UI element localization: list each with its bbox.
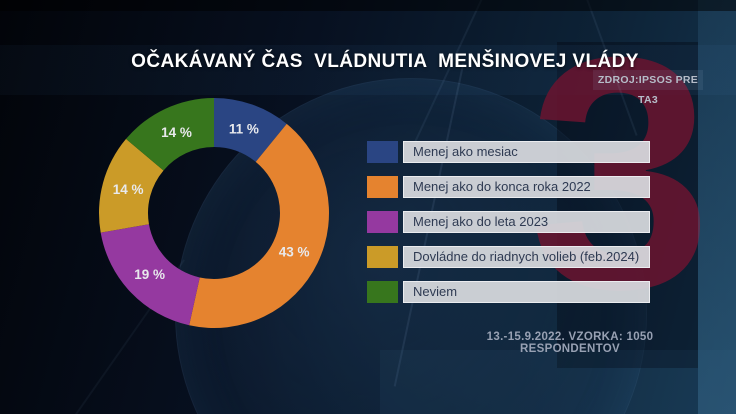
source-badge: ZDROJ:IPSOS PRE TA3 [593, 70, 703, 106]
page-title: OČAKÁVANÝ ČAS VLÁDNUTIA MENŠINOVEJ VLÁDY [131, 51, 639, 72]
legend-swatch [367, 141, 398, 163]
donut-value-label: 14 % [161, 125, 192, 140]
bottom-glow [380, 350, 736, 414]
right-edge-panel [698, 0, 736, 414]
legend-swatch [367, 211, 398, 233]
top-black-bar [0, 0, 736, 11]
donut-segment-3 [100, 224, 200, 326]
legend-item-2: Menej ako do konca roka 2022 [367, 176, 650, 198]
legend-label: Dovládne do riadnych volieb (feb.2024) [403, 246, 650, 268]
donut-svg: 11 % 43 % 19 % 14 % 14 % [99, 98, 329, 328]
donut-value-label: 43 % [279, 244, 310, 259]
logo-backdrop-panel [557, 42, 698, 368]
legend-label: Menej ako do konca roka 2022 [403, 176, 650, 198]
legend-swatch [367, 281, 398, 303]
donut-value-label: 11 % [229, 122, 259, 137]
legend-swatch [367, 246, 398, 268]
donut-segment-1 [214, 98, 287, 162]
legend-swatch [367, 176, 398, 198]
donut-value-label: 14 % [113, 182, 144, 197]
sample-note: 13.-15.9.2022. VZORKA: 1050 RESPONDENTOV [486, 331, 654, 355]
legend-item-1: Menej ako mesiac [367, 141, 650, 163]
legend-label: Menej ako mesiac [403, 141, 650, 163]
legend-label: Menej ako do leta 2023 [403, 211, 650, 233]
donut-segment-5 [126, 98, 214, 171]
donut-value-label: 19 % [134, 267, 165, 282]
legend: Menej ako mesiac Menej ako do konca roka … [367, 141, 650, 316]
donut-chart: 11 % 43 % 19 % 14 % 14 % [94, 93, 334, 333]
legend-item-5: Neviem [367, 281, 650, 303]
legend-item-4: Dovládne do riadnych volieb (feb.2024) [367, 246, 650, 268]
source-label: ZDROJ:IPSOS PRE TA3 [597, 74, 699, 106]
donut-segment-2 [189, 123, 329, 328]
donut-segment-4 [99, 138, 164, 233]
legend-item-3: Menej ako do leta 2023 [367, 211, 650, 233]
title-band [0, 45, 736, 95]
legend-label: Neviem [403, 281, 650, 303]
